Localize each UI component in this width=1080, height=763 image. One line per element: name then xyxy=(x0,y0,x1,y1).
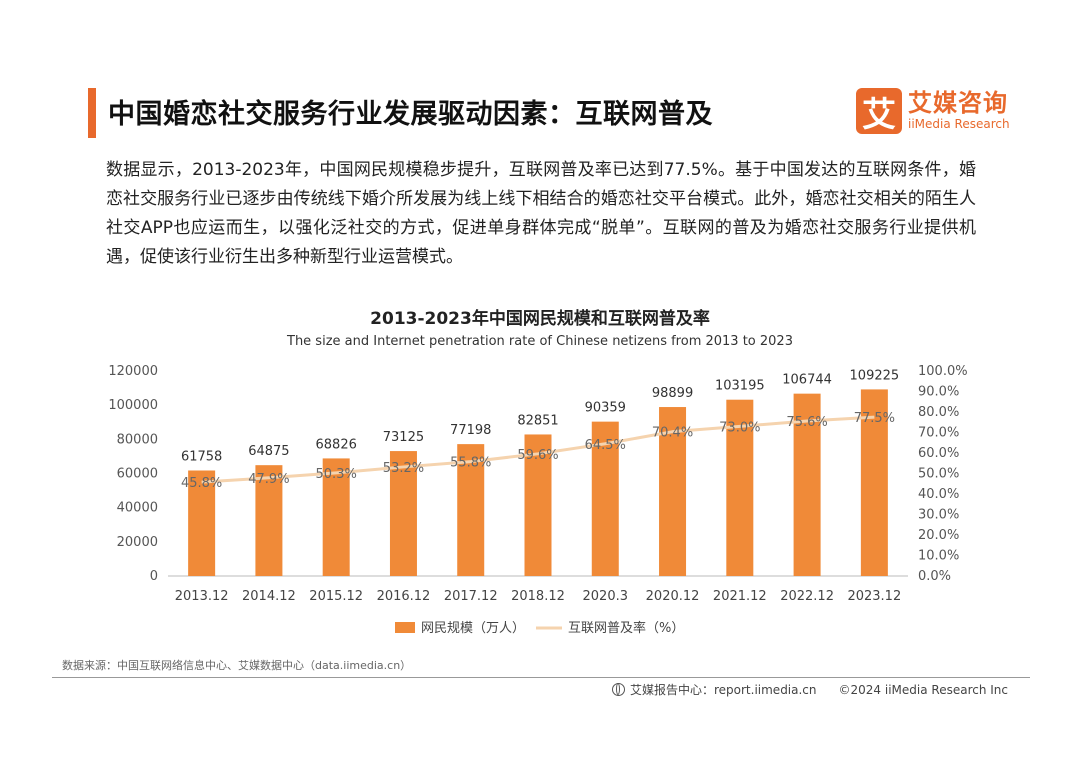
brand-logo: 艾 艾媒咨询 iiMedia Research xyxy=(856,88,1010,135)
y-right-tick-label: 40.0% xyxy=(918,487,959,502)
bar-2013.12 xyxy=(188,470,216,576)
footer: 艾媒报告中心：report.iimedia.cn ©2024 iiMedia R… xyxy=(611,681,1008,698)
line-value-label: 47.9% xyxy=(248,472,289,487)
y-left-tick-label: 120000 xyxy=(108,364,158,379)
y-right-tick-label: 30.0% xyxy=(918,508,959,523)
y-left-tick-label: 40000 xyxy=(117,501,158,516)
title-accent-bar xyxy=(88,88,96,138)
x-tick-label: 2022.12 xyxy=(780,589,834,604)
y-left-tick-label: 100000 xyxy=(108,398,158,413)
y-right-tick-label: 80.0% xyxy=(918,405,959,420)
x-tick-label: 2013.12 xyxy=(175,589,229,604)
y-left-tick-label: 60000 xyxy=(117,467,158,482)
bar-2023.12 xyxy=(860,389,888,576)
x-tick-label: 2014.12 xyxy=(242,589,296,604)
y-right-tick-label: 50.0% xyxy=(918,467,959,482)
x-tick-label: 2020.3 xyxy=(583,589,629,604)
y-left-tick-label: 80000 xyxy=(117,432,158,447)
bar-value-label: 73125 xyxy=(383,430,424,445)
logo-mark-icon: 艾 xyxy=(856,88,902,135)
bar-2017.12 xyxy=(457,444,485,576)
line-value-label: 73.0% xyxy=(719,420,760,435)
y-right-tick-label: 100.0% xyxy=(918,364,968,379)
chart-title: 2013-2023年中国网民规模和互联网普及率 xyxy=(370,309,710,329)
bar-value-label: 103195 xyxy=(715,379,765,394)
bar-2014.12 xyxy=(255,465,283,576)
x-tick-label: 2021.12 xyxy=(713,589,767,604)
logo-cn: 艾媒咨询 xyxy=(908,89,1008,117)
bar-2016.12 xyxy=(389,451,417,576)
bar-2018.12 xyxy=(524,434,552,576)
y-right-tick-label: 0.0% xyxy=(918,569,951,584)
y-left-tick-label: 20000 xyxy=(117,535,158,550)
y-left-tick-label: 0 xyxy=(150,569,158,584)
footer-divider xyxy=(52,677,1030,678)
data-source: 数据来源：中国互联网络信息中心、艾媒数据中心（data.iimedia.cn） xyxy=(62,659,412,672)
x-tick-label: 2016.12 xyxy=(377,589,431,604)
legend-bar-label: 网民规模（万人） xyxy=(421,621,525,636)
y-right-tick-label: 20.0% xyxy=(918,528,959,543)
penetration-rate-line xyxy=(201,415,875,484)
body-paragraph: 数据显示，2013-2023年，中国网民规模稳步提升，互联网普及率已达到77.5… xyxy=(106,160,976,267)
line-value-label: 45.8% xyxy=(181,476,222,491)
y-right-tick-label: 60.0% xyxy=(918,446,959,461)
bar-2020.12 xyxy=(659,407,687,576)
legend-line-label: 互联网普及率（%） xyxy=(568,620,684,636)
bar-value-label: 90359 xyxy=(585,401,626,416)
bar-value-label: 64875 xyxy=(248,444,289,459)
bar-2021.12 xyxy=(726,399,754,576)
y-right-tick-label: 90.0% xyxy=(918,385,959,400)
x-tick-label: 2018.12 xyxy=(511,589,565,604)
bar-2022.12 xyxy=(793,393,821,576)
line-value-label: 55.8% xyxy=(450,456,491,471)
x-tick-label: 2023.12 xyxy=(847,589,901,604)
globe-icon xyxy=(611,683,625,696)
logo-text: 艾媒咨询 iiMedia Research xyxy=(908,90,1010,132)
report-center-link[interactable]: 艾媒报告中心：report.iimedia.cn xyxy=(629,683,817,697)
line-value-label: 70.4% xyxy=(652,426,693,441)
page-title: 中国婚恋社交服务行业发展驱动因素：互联网普及 xyxy=(108,99,713,130)
line-value-label: 53.2% xyxy=(383,461,424,476)
copyright: ©2024 iiMedia Research Inc xyxy=(838,682,1008,697)
line-value-label: 75.6% xyxy=(786,415,827,430)
bar-value-label: 77198 xyxy=(450,423,491,438)
x-tick-label: 2015.12 xyxy=(309,589,363,604)
bar-value-label: 82851 xyxy=(517,413,558,428)
chart-subtitle: The size and Internet penetration rate o… xyxy=(287,334,793,349)
bar-value-label: 68826 xyxy=(316,437,357,452)
logo-en: iiMedia Research xyxy=(908,117,1010,131)
line-value-label: 77.5% xyxy=(854,411,895,426)
bar-value-label: 98899 xyxy=(652,386,693,401)
bar-2020.3 xyxy=(591,421,619,576)
line-value-label: 59.6% xyxy=(517,448,558,463)
y-right-tick-label: 10.0% xyxy=(918,549,959,564)
x-tick-label: 2020.12 xyxy=(646,589,700,604)
line-value-label: 64.5% xyxy=(585,438,626,453)
bar-value-label: 106744 xyxy=(782,373,832,388)
bar-2015.12 xyxy=(322,458,350,576)
x-tick-label: 2017.12 xyxy=(444,589,498,604)
bar-value-label: 61758 xyxy=(181,449,222,464)
legend-bar-swatch xyxy=(395,622,415,633)
y-right-tick-label: 70.0% xyxy=(918,426,959,441)
bar-value-label: 109225 xyxy=(850,368,900,383)
line-value-label: 50.3% xyxy=(316,467,357,482)
